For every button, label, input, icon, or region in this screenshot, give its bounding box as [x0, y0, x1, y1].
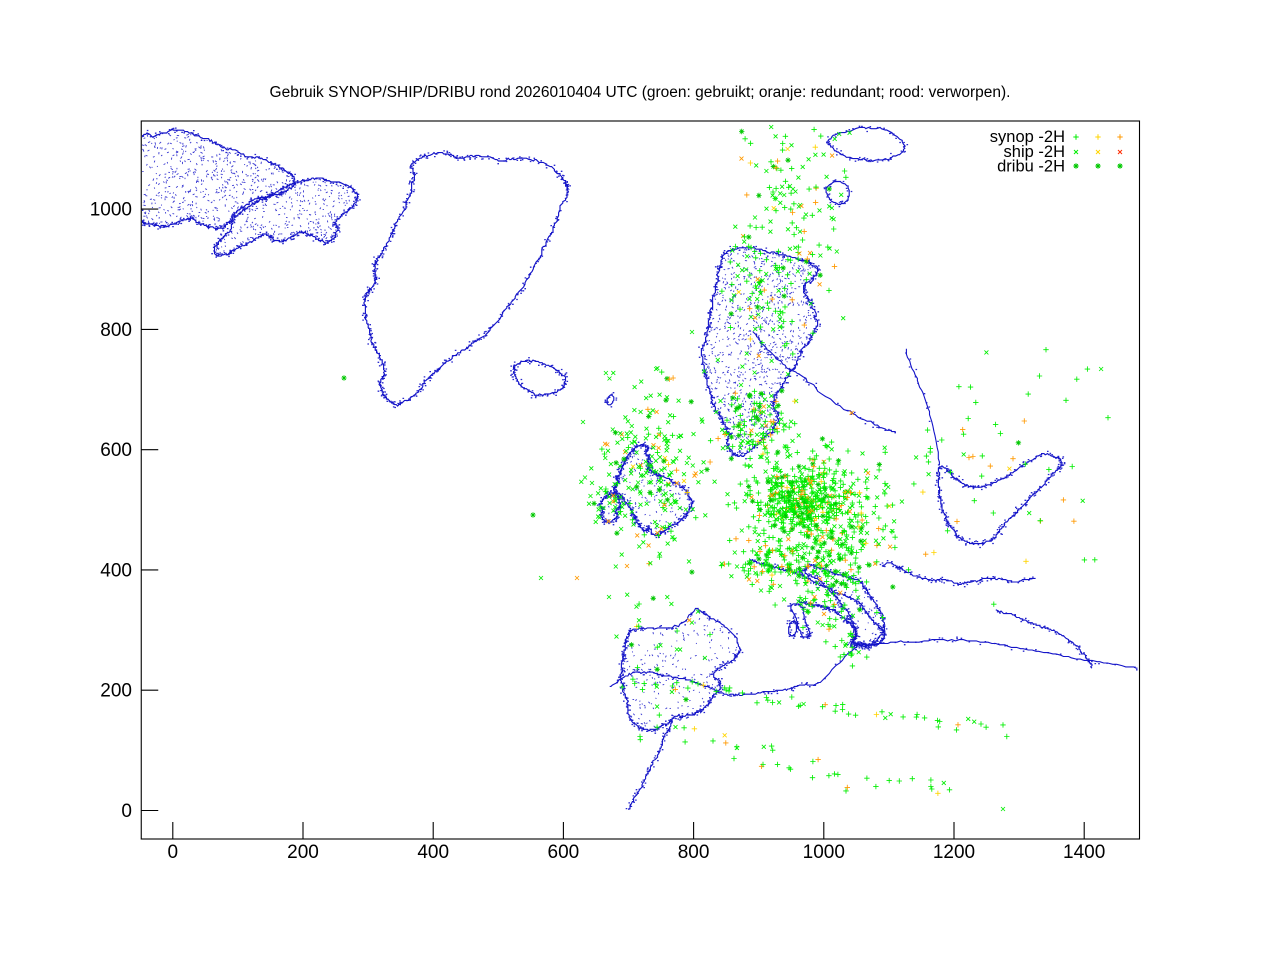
svg-text:1200: 1200 — [933, 842, 975, 863]
svg-text:600: 600 — [100, 440, 132, 461]
svg-text:dribu -2H: dribu -2H — [997, 158, 1065, 176]
svg-text:0: 0 — [121, 801, 132, 822]
svg-text:0: 0 — [168, 842, 179, 863]
svg-text:400: 400 — [100, 560, 132, 581]
svg-text:400: 400 — [417, 842, 449, 863]
svg-text:1000: 1000 — [803, 842, 845, 863]
svg-text:200: 200 — [287, 842, 319, 863]
svg-text:600: 600 — [548, 842, 580, 863]
svg-text:200: 200 — [100, 681, 132, 702]
svg-text:800: 800 — [100, 320, 132, 341]
svg-text:1400: 1400 — [1063, 842, 1105, 863]
svg-text:800: 800 — [678, 842, 710, 863]
svg-text:1000: 1000 — [90, 200, 132, 221]
